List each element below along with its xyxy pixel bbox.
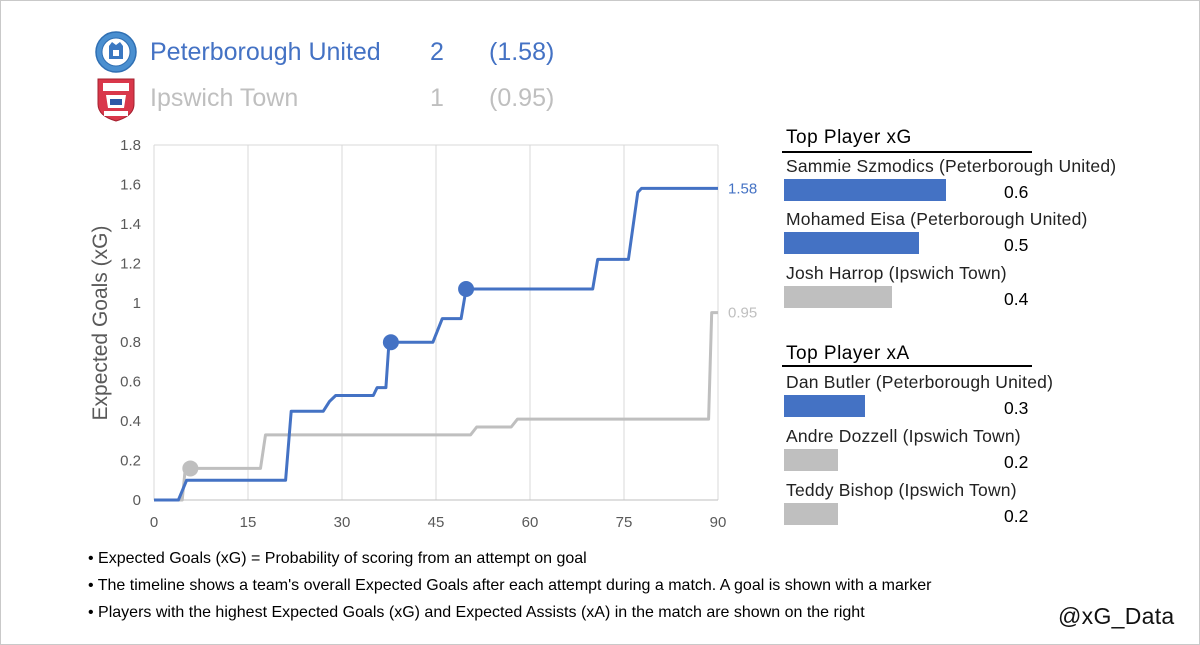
y-tick-label: 0 — [133, 492, 141, 509]
away-team-goals: 1 — [430, 84, 444, 112]
y-tick-label: 0.8 — [120, 334, 141, 351]
home-team-name: Peterborough United — [150, 38, 381, 66]
x-tick-label: 60 — [522, 514, 539, 531]
top-xa-player-1-value: 0.3 — [1004, 398, 1029, 418]
ipswich-town-end-label: 0.95 — [728, 305, 757, 322]
top-xa-player-3-bar — [784, 503, 838, 525]
away-team-xg: (0.95) — [489, 84, 555, 112]
chart-grid — [153, 145, 719, 500]
top-xg-player-2-name: Mohamed Eisa (Peterborough United) — [786, 209, 1088, 229]
ipswich-town-goal-marker — [182, 460, 199, 477]
y-tick-label: 1.8 — [120, 137, 141, 154]
top-xg-player-2-bar — [784, 232, 919, 254]
top-xa-title: Top Player xA — [786, 343, 910, 364]
top-xg-title: Top Player xG — [786, 127, 912, 148]
chart-axes — [153, 144, 718, 501]
x-tick-label: 90 — [710, 514, 727, 531]
top-xg-player-3-bar — [784, 286, 892, 308]
y-tick-label: 1.6 — [120, 176, 141, 193]
footnote-1: • Expected Goals (xG) = Probability of s… — [88, 550, 587, 567]
footnote-3: • Players with the highest Expected Goal… — [88, 604, 865, 621]
credit-handle: @xG_Data — [1058, 603, 1175, 629]
x-tick-label: 45 — [428, 514, 445, 531]
top-xa-player-2-name: Andre Dozzell (Ipswich Town) — [786, 426, 1021, 446]
y-tick-label: 0.2 — [120, 453, 141, 470]
team-row-home: Peterborough United 2 (1.58) — [0, 30, 600, 74]
y-axis-title: Expected Goals (xG) — [89, 226, 112, 421]
peterborough-united-xg-line — [154, 186, 718, 502]
top-xa-player-1-bar — [784, 395, 865, 417]
top-xa-player-3-name: Teddy Bishop (Ipswich Town) — [786, 480, 1017, 500]
y-tick-label: 0.6 — [120, 374, 141, 391]
top-xa-rule — [782, 365, 1032, 367]
home-team-xg: (1.58) — [489, 38, 555, 66]
home-team-goals: 2 — [430, 38, 444, 66]
y-tick-label: 1 — [133, 295, 141, 312]
top-xa-player-1-name: Dan Butler (Peterborough United) — [786, 372, 1054, 392]
x-tick-label: 75 — [616, 514, 633, 531]
peterborough-united-end-label: 1.58 — [728, 180, 757, 197]
footnotes: • Expected Goals (xG) = Probability of s… — [88, 545, 931, 626]
y-tick-label: 0.4 — [120, 413, 141, 430]
top-xg-rule — [782, 151, 1032, 153]
top-xg-player-1-value: 0.6 — [1004, 182, 1029, 202]
away-team-name: Ipswich Town — [150, 84, 299, 112]
top-xg-player-2-value: 0.5 — [1004, 235, 1029, 255]
team-row-away: Ipswich Town 1 (0.95) — [0, 76, 600, 122]
top-xa-player-2-value: 0.2 — [1004, 452, 1029, 472]
top-xa-player-2-bar — [784, 449, 838, 471]
x-tick-label: 15 — [240, 514, 257, 531]
top-xg-player-3-name: Josh Harrop (Ipswich Town) — [786, 263, 1007, 283]
y-tick-label: 1.2 — [120, 255, 141, 272]
peterborough-united-goal-marker — [458, 280, 475, 297]
chart-ticks: 0 15 30 45 60 75 90 0 0.2 0.4 0.6 0.8 1 1.2 1.4 1.6 1.8 — [120, 137, 726, 531]
xg-timeline-chart: 0.95 1.58 0 15 30 45 60 75 90 0 0.2 0.4 0.6 0.8 1 1.2 1… — [89, 137, 757, 531]
ipswich-badge-icon — [97, 78, 135, 122]
chart-series: 0.95 1.58 — [154, 180, 757, 502]
y-tick-label: 1.4 — [120, 216, 141, 233]
top-xg-player-1-name: Sammie Szmodics (Peterborough United) — [786, 156, 1117, 176]
top-xg-player-3-value: 0.4 — [1004, 289, 1029, 309]
peterborough-united-goal-marker — [382, 334, 399, 351]
x-tick-label: 30 — [334, 514, 351, 531]
top-xg-player-1-bar — [784, 179, 946, 201]
footnote-2: • The timeline shows a team's overall Ex… — [88, 577, 932, 594]
peterborough-badge-icon — [95, 31, 137, 73]
top-xa-player-3-value: 0.2 — [1004, 506, 1029, 526]
x-tick-label: 0 — [150, 514, 158, 531]
